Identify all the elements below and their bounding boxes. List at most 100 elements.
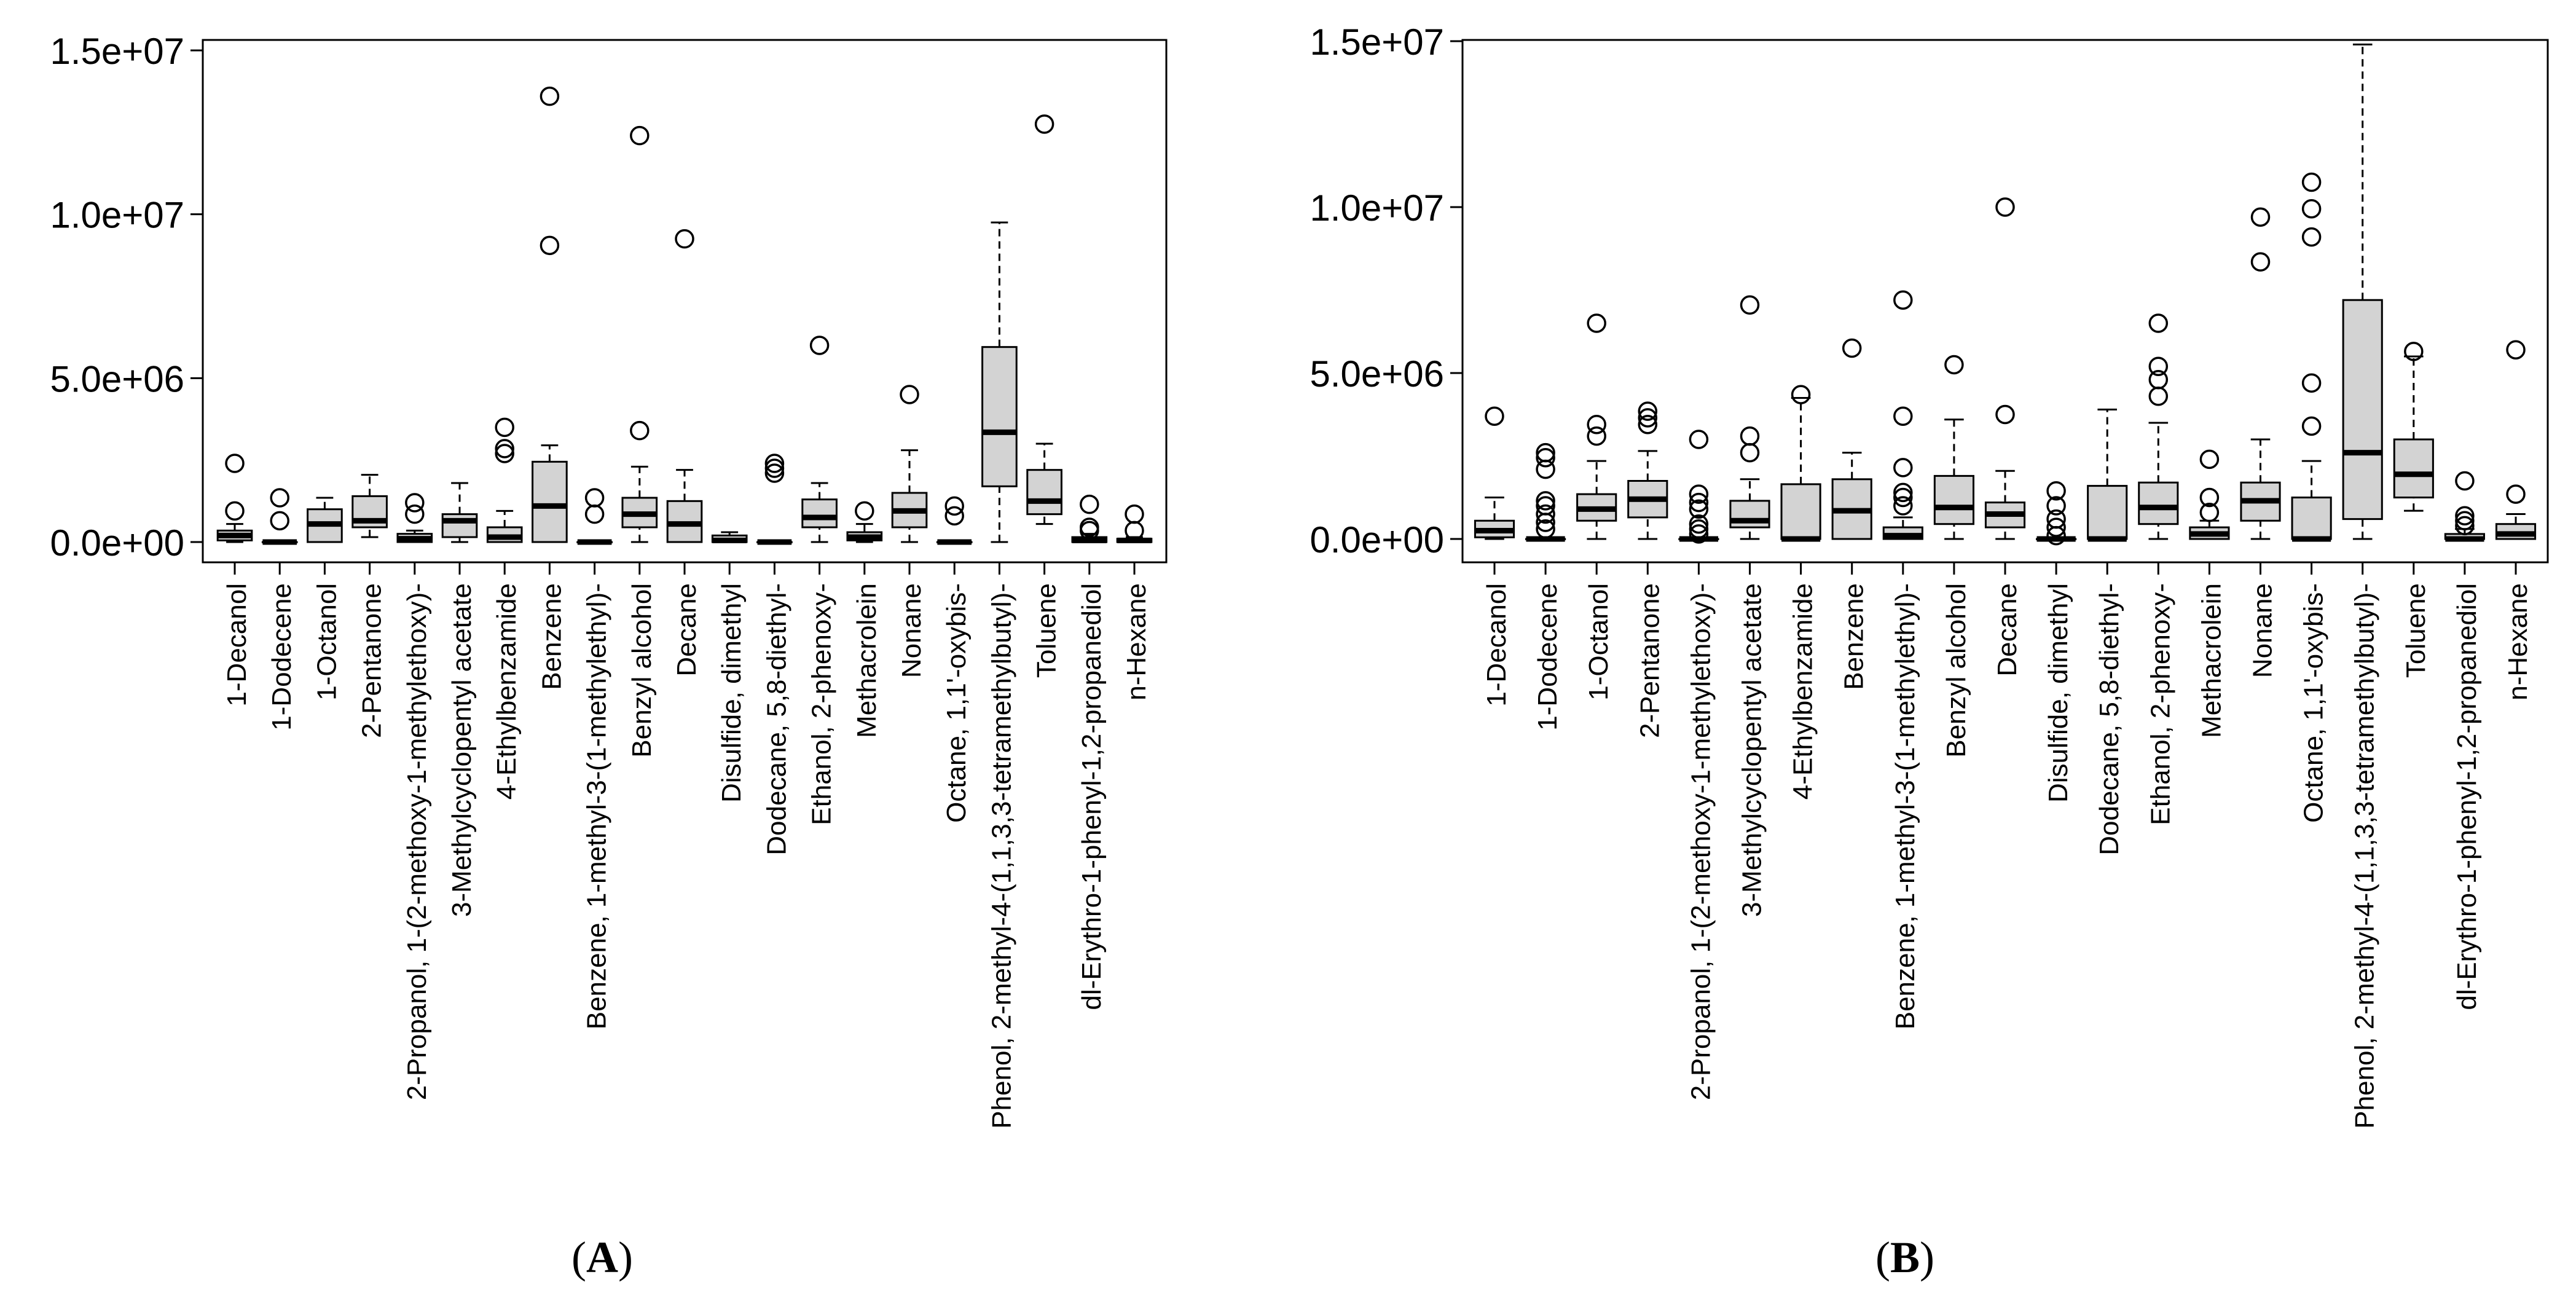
box-13: Dodecane, 5,8-diethyl- bbox=[2087, 408, 2128, 855]
box-4: 2-Pentanone bbox=[1627, 401, 1668, 738]
outlier-point bbox=[1689, 514, 1709, 534]
iqr-box bbox=[1026, 469, 1062, 516]
outlier-point bbox=[2046, 496, 2066, 516]
iqr-box bbox=[2087, 485, 2128, 540]
outlier-point bbox=[2199, 503, 2220, 522]
outlier-point bbox=[1689, 524, 1709, 544]
outlier-point bbox=[2046, 509, 2066, 529]
y-tick-label: 0.0e+00 bbox=[1310, 519, 1444, 560]
x-tick-label: Decane bbox=[672, 583, 702, 677]
x-tick-label: Octane, 1,1'-oxybis- bbox=[2299, 583, 2329, 823]
outlier-point bbox=[1689, 492, 1709, 513]
box-8: Benzene bbox=[1831, 338, 1872, 690]
outlier-point bbox=[809, 336, 830, 355]
y-tick-label: 1.5e+07 bbox=[1310, 22, 1444, 63]
outlier-point bbox=[2301, 416, 2322, 436]
outlier-point bbox=[2301, 227, 2322, 247]
x-tick-label: n-Hexane bbox=[2503, 583, 2533, 701]
iqr-box bbox=[1933, 474, 1974, 525]
box-20: dl-Erythro-1-phenyl-1,2-propanediol bbox=[2444, 471, 2485, 1010]
outlier-point bbox=[1842, 338, 1862, 358]
outlier-point bbox=[1893, 406, 1913, 426]
outlier-point bbox=[2506, 484, 2526, 504]
x-tick-label: Methacrolein bbox=[2196, 583, 2226, 738]
outlier-point bbox=[2455, 506, 2475, 525]
box-14: Ethanol, 2-phenoxy- bbox=[801, 336, 838, 825]
outlier-point bbox=[630, 420, 650, 441]
outlier-point bbox=[1536, 496, 1555, 516]
x-tick-label: Benzene bbox=[1839, 583, 1869, 690]
x-tick-label: Toluene bbox=[2401, 583, 2431, 678]
outlier-point bbox=[2506, 340, 2526, 360]
outlier-point bbox=[1893, 290, 1913, 310]
outlier-point bbox=[1893, 496, 1913, 516]
outlier-point bbox=[2250, 207, 2271, 227]
outlier-point bbox=[584, 504, 605, 524]
x-tick-label: Ethanol, 2-phenoxy- bbox=[2145, 583, 2175, 825]
outlier-point bbox=[2301, 199, 2322, 219]
x-tick-label: Nonane bbox=[897, 583, 927, 678]
iqr-box bbox=[981, 346, 1018, 487]
outlier-point bbox=[2046, 481, 2066, 501]
outlier-point bbox=[764, 454, 785, 473]
outlier-point bbox=[1791, 385, 1811, 404]
outlier-point bbox=[2199, 487, 2220, 508]
box-19: Toluene bbox=[2393, 342, 2434, 678]
x-tick-label: Benzene bbox=[536, 583, 567, 690]
outlier-point bbox=[1587, 414, 1606, 434]
outlier-point bbox=[1485, 406, 1504, 426]
outlier-point bbox=[584, 488, 605, 508]
box-21: n-Hexane bbox=[2495, 340, 2537, 701]
x-tick-label: Dodecane, 5,8-diethyl- bbox=[2094, 583, 2124, 855]
box-18: Phenol, 2-methyl-4-(1,1,3,3-tetramethylb… bbox=[2342, 43, 2383, 1129]
outlier-point bbox=[540, 235, 560, 256]
box-8: Benzene bbox=[532, 86, 568, 690]
outlier-point bbox=[2148, 356, 2169, 376]
x-tick-label: Ethanol, 2-phenoxy- bbox=[807, 583, 837, 825]
outlier-point bbox=[1995, 197, 2015, 217]
x-tick-label: Benzene, 1-methyl-3-(1-methylethyl)- bbox=[582, 583, 612, 1029]
outlier-point bbox=[2301, 172, 2322, 192]
x-tick-label: dl-Erythro-1-phenyl-1,2-propanediol bbox=[2452, 583, 2482, 1010]
outlier-point bbox=[270, 488, 289, 508]
outlier-point bbox=[1536, 442, 1555, 463]
box-1: 1-Decanol bbox=[216, 454, 253, 707]
x-tick-label: 2-Propanol, 1-(2-methoxy-1-methylethoxy)… bbox=[1686, 583, 1716, 1100]
x-tick-label: 1-Dodecene bbox=[267, 583, 297, 731]
x-tick-label: Phenol, 2-methyl-4-(1,1,3,3-tetramethylb… bbox=[2350, 583, 2380, 1129]
box-5: 2-Propanol, 1-(2-methoxy-1-methylethoxy)… bbox=[1678, 430, 1719, 1100]
outlier-point bbox=[1893, 487, 1913, 508]
x-tick-label: Octane, 1,1'-oxybis- bbox=[941, 583, 972, 823]
iqr-box bbox=[1780, 483, 1821, 540]
outlier-point bbox=[1740, 442, 1760, 463]
x-tick-label: 3-Methylcyclopentyl acetate bbox=[1737, 583, 1767, 917]
outlier-point bbox=[1587, 426, 1606, 446]
outlier-point bbox=[1536, 491, 1555, 511]
outlier-point bbox=[2148, 387, 2169, 406]
iqr-box bbox=[441, 513, 478, 538]
outlier-point bbox=[1536, 519, 1555, 539]
x-tick-label: Disulfide, dimethyl bbox=[2043, 583, 2073, 803]
outlier-point bbox=[2199, 449, 2220, 470]
box-6: 3-Methylcyclopentyl acetate bbox=[441, 482, 478, 917]
box-5: 2-Propanol, 1-(2-methoxy-1-methylethoxy)… bbox=[396, 493, 433, 1100]
box-3: 1-Octanol bbox=[307, 497, 343, 701]
x-tick-label: Nonane bbox=[2248, 583, 2278, 678]
y-tick-label: 1.0e+07 bbox=[1310, 187, 1444, 229]
outlier-point bbox=[1995, 404, 2015, 425]
box-1: 1-Decanol bbox=[1474, 406, 1515, 707]
y-tick-label: 0.0e+00 bbox=[50, 522, 184, 564]
outlier-point bbox=[405, 493, 425, 513]
outlier-point bbox=[1638, 414, 1658, 434]
outlier-point bbox=[1740, 295, 1760, 315]
iqr-box bbox=[2291, 497, 2332, 540]
box-12: Disulfide, dimethyl bbox=[2036, 481, 2077, 803]
box-19: Toluene bbox=[1026, 114, 1062, 678]
outlier-point bbox=[1587, 313, 1606, 333]
outlier-point bbox=[1944, 355, 1964, 375]
x-tick-label: 2-Pentanone bbox=[1635, 583, 1665, 738]
box-10: Benzyl alcohol bbox=[1933, 355, 1974, 758]
x-tick-label: 2-Propanol, 1-(2-methoxy-1-methylethoxy)… bbox=[402, 583, 432, 1100]
panel-label: (B) bbox=[1875, 1233, 1934, 1282]
